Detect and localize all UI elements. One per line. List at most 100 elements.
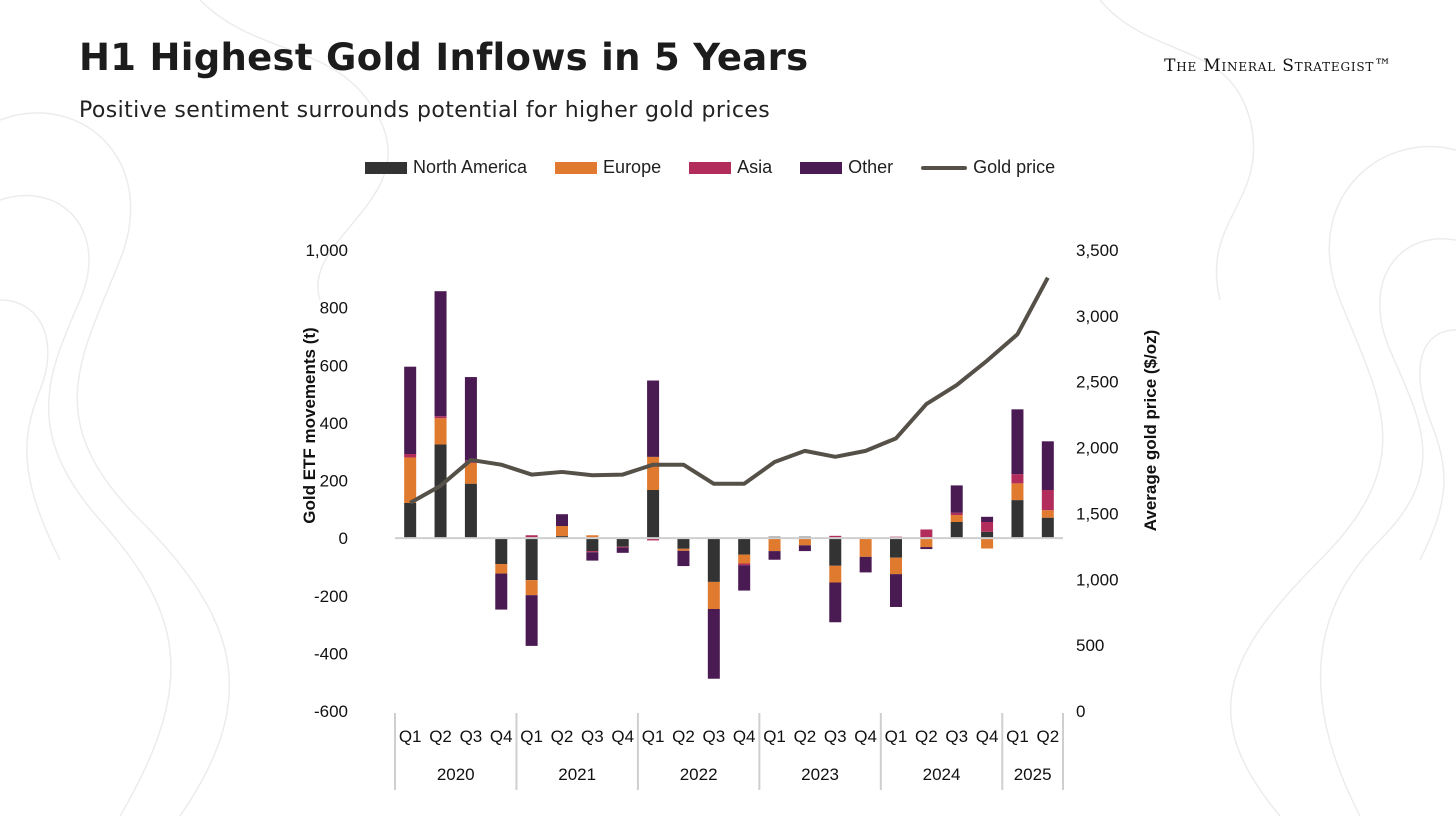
x-tick-label: Q1 xyxy=(1006,727,1029,746)
y-tick-label: -600 xyxy=(314,702,348,721)
legend-swatch xyxy=(365,161,407,174)
legend-swatch xyxy=(689,161,732,174)
legend-item-other: Other xyxy=(800,157,893,178)
bar-segment-north-america xyxy=(738,538,751,555)
bar-segment-europe xyxy=(798,538,811,546)
x-tick-label: Q1 xyxy=(763,727,786,746)
x-tick-label: Q3 xyxy=(581,727,604,746)
x-tick-label: Q3 xyxy=(702,727,725,746)
bar-segment-north-america xyxy=(586,538,599,552)
bar-segment-other xyxy=(859,556,872,573)
x-tick-label: Q1 xyxy=(885,727,908,746)
bar-segment-europe xyxy=(890,557,902,575)
y-tick-label: -200 xyxy=(314,587,348,606)
year-label: 2024 xyxy=(923,765,961,784)
legend-swatch xyxy=(800,161,843,174)
y-tick-label: 800 xyxy=(320,299,348,318)
bar-segment-other xyxy=(647,380,660,457)
legend-item-north-america: North America xyxy=(365,157,527,178)
legend-label: Asia xyxy=(737,157,773,177)
bar-segment-europe xyxy=(859,538,872,557)
y-axis-title: Gold ETF movements (t) xyxy=(300,327,319,523)
x-tick-label: Q1 xyxy=(399,727,422,746)
bar-segment-other xyxy=(707,609,720,679)
x-tick-label: Q3 xyxy=(824,727,847,746)
x-tick-label: Q2 xyxy=(1036,727,1059,746)
x-tick-label: Q1 xyxy=(642,727,665,746)
bar-segment-north-america xyxy=(677,538,690,549)
y-tick-label: 200 xyxy=(320,472,348,491)
x-tick-label: Q2 xyxy=(551,727,574,746)
legend-item-gold-price: Gold price xyxy=(921,157,1055,178)
legend-swatch xyxy=(921,165,968,170)
bar-segment-europe xyxy=(738,554,751,564)
bar-segment-north-america xyxy=(525,538,538,581)
bar-segment-north-america xyxy=(647,490,660,539)
bar-segment-europe xyxy=(768,538,781,552)
bar-segment-other xyxy=(768,551,781,560)
bar-segment-asia xyxy=(525,535,538,539)
x-tick-label: Q3 xyxy=(945,727,968,746)
bar-segment-asia xyxy=(950,512,963,516)
bar-segment-asia xyxy=(1011,474,1024,484)
x-tick-label: Q2 xyxy=(429,727,452,746)
bar-segment-asia xyxy=(1041,490,1054,511)
bar-segment-europe xyxy=(434,418,447,445)
bar-segment-other xyxy=(404,366,417,454)
bar-segment-europe xyxy=(920,538,933,548)
bar-segment-other xyxy=(738,565,751,591)
bar-segment-other xyxy=(495,573,508,610)
x-tick-label: Q4 xyxy=(854,727,877,746)
bar-segment-europe xyxy=(556,526,568,537)
x-tick-label: Q4 xyxy=(490,727,513,746)
brand-logo: The Mineral Strategist™ xyxy=(1164,56,1392,76)
bar-segment-other xyxy=(525,595,538,646)
x-tick-label: Q1 xyxy=(520,727,543,746)
bar-segment-north-america xyxy=(464,483,477,539)
legend-label: North America xyxy=(413,157,528,177)
y2-tick-label: 1,000 xyxy=(1076,570,1119,589)
bar-segment-europe xyxy=(495,564,508,574)
bar-segment-other xyxy=(677,550,690,567)
bar-segment-europe xyxy=(829,565,842,583)
legend-item-europe: Europe xyxy=(555,157,661,178)
bar-segment-other xyxy=(434,291,447,417)
bar-segment-north-america xyxy=(890,538,902,558)
bar-segment-europe xyxy=(404,457,417,503)
bar-segment-asia xyxy=(616,546,629,548)
bar-segment-other xyxy=(890,574,902,607)
bar-segment-other xyxy=(950,485,963,513)
page-subtitle: Positive sentiment surrounds potential f… xyxy=(79,98,771,123)
bar-segment-north-america xyxy=(556,536,568,539)
y2-tick-label: 1,500 xyxy=(1076,504,1119,523)
bar-segment-other xyxy=(616,547,629,553)
bar-segment-other xyxy=(464,377,477,461)
bar-segment-north-america xyxy=(616,538,629,547)
x-tick-label: Q2 xyxy=(915,727,938,746)
bar-segment-europe xyxy=(464,462,477,484)
year-label: 2025 xyxy=(1014,765,1052,784)
y2-tick-label: 3,000 xyxy=(1076,307,1119,326)
x-tick-label: Q4 xyxy=(611,727,634,746)
bar-segment-asia xyxy=(404,453,417,458)
bar-segment-other xyxy=(1041,441,1054,491)
bar-segment-europe xyxy=(586,535,599,539)
legend-label: Europe xyxy=(603,157,662,177)
y-tick-label: 400 xyxy=(320,414,348,433)
bar-segment-north-america xyxy=(404,502,417,539)
y2-tick-label: 500 xyxy=(1076,636,1104,655)
bar-segment-asia xyxy=(647,538,660,541)
bar-segment-north-america xyxy=(950,521,963,539)
y-tick-label: 0 xyxy=(339,529,348,548)
legend-swatch xyxy=(555,161,598,174)
x-tick-label: Q2 xyxy=(794,727,817,746)
legend-label: Other xyxy=(848,157,894,177)
bar-segment-asia xyxy=(586,551,599,553)
year-label: 2023 xyxy=(801,765,839,784)
y2-axis-title: Average gold price ($/oz) xyxy=(1141,330,1160,532)
bar-segment-north-america xyxy=(829,538,842,566)
bar-segment-other xyxy=(1011,409,1024,475)
bar-segment-north-america xyxy=(495,538,508,565)
y2-tick-label: 2,500 xyxy=(1076,373,1119,392)
